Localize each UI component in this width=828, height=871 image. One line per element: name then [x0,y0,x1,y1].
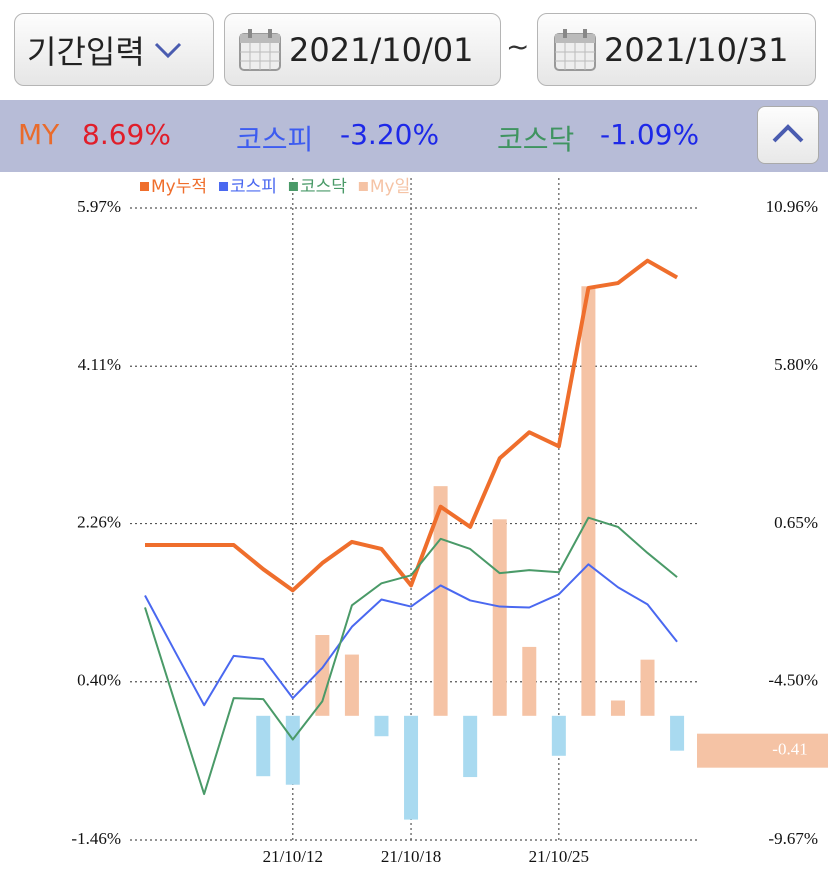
start-date: 2021/10/01 [289,30,474,69]
bar [551,715,566,756]
last-value-badge [697,733,828,768]
legend-swatch [358,182,368,191]
y-tick-label: 4.11% [78,355,121,374]
period-button[interactable]: 기간입력 [14,13,214,86]
line [145,258,679,593]
legend-label: 코스피 [230,177,277,197]
y2-tick-label: 0.65% [774,513,818,532]
bar [285,715,300,785]
bar [522,646,537,716]
legend-label: My누적 [151,177,207,197]
bar [581,286,596,716]
separator: ~ [506,30,530,63]
summary-label: 코스피 [236,123,314,156]
start-date-button[interactable]: 2021/10/01 [224,13,501,86]
bar [374,715,389,737]
summary-bar: MY 8.69% 코스피 -3.20% 코스닥 -1.09% [0,100,828,172]
legend-swatch [140,182,149,191]
bar [670,715,685,751]
legend-swatch [288,182,298,191]
y-tick-label: 5.97% [77,197,121,216]
legend-label: 코스닥 [300,177,347,197]
bar [610,700,625,716]
period-label: 기간입력 [27,32,145,71]
bar [315,635,330,716]
y2-tick-label: -9.67% [768,829,818,848]
summary-label: MY [18,118,60,151]
y2-tick-label: 5.80% [774,355,818,374]
summary-value: 8.69% [82,118,171,151]
bar [640,659,655,716]
y-tick-label: -1.46% [71,829,121,848]
bar [463,715,478,778]
x-tick-label: 21/10/12 [263,847,323,866]
end-date: 2021/10/31 [604,30,789,69]
summary-value: -1.09% [600,118,700,151]
chevron-up [772,124,804,143]
end-date-button[interactable]: 2021/10/31 [537,13,816,86]
line [144,516,678,796]
bar [344,654,359,716]
x-tick-label: 21/10/25 [529,847,589,866]
legend-label: My일 [370,177,410,197]
y2-tick-label: -4.50% [768,671,818,690]
collapse-button[interactable] [757,106,819,164]
summary-label: 코스닥 [497,123,575,156]
bar [404,715,419,820]
y-tick-label: 0.40% [77,671,121,690]
last-value-label: -0.41 [772,740,807,759]
y2-tick-label: 10.96% [766,197,818,216]
line [144,563,678,707]
legend-swatch [219,182,229,191]
summary-value: -3.20% [340,118,440,151]
bar [256,715,271,777]
calendar-icon [554,28,596,71]
y-tick-label: 2.26% [77,512,121,531]
chart: 5.97% 4.11% 2.26% 0.40% -1.46% 10.96% 5.80% 0.6… [71,177,828,866]
bar [492,519,507,716]
x-tick-label: 21/10/18 [381,847,441,866]
chevron-down [154,42,181,58]
calendar-icon [239,28,281,71]
